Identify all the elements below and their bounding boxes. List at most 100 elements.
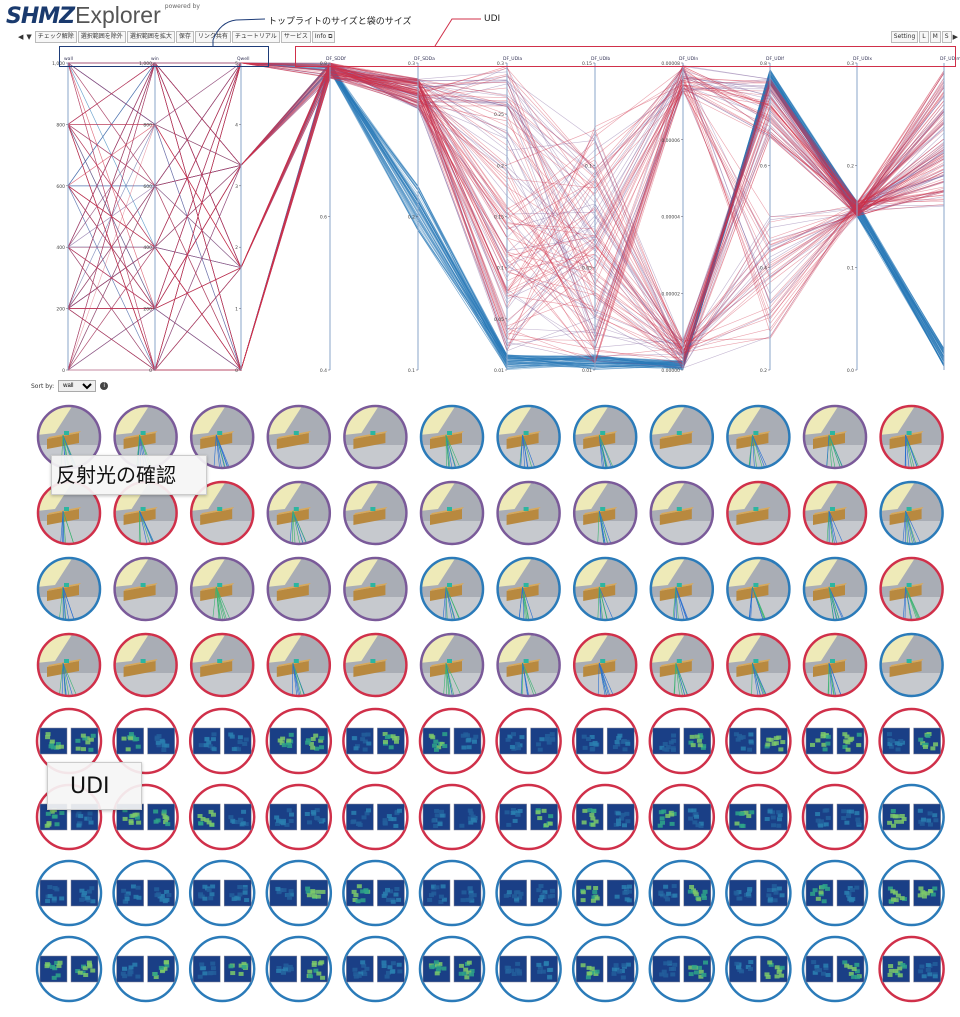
render-thumbnail[interactable]: [113, 632, 178, 705]
render-thumbnail[interactable]: [726, 556, 791, 629]
render-thumbnail[interactable]: [266, 556, 332, 629]
udi-thumbnail[interactable]: [648, 783, 716, 851]
render-thumbnail[interactable]: [266, 632, 332, 705]
udi-thumbnail[interactable]: [878, 707, 945, 775]
render-thumbnail[interactable]: [572, 480, 638, 553]
render-thumbnail[interactable]: [879, 632, 944, 705]
render-thumbnail[interactable]: [802, 480, 868, 553]
udi-thumbnail[interactable]: [265, 859, 333, 927]
render-thumbnail[interactable]: [649, 480, 715, 553]
udi-thumbnail[interactable]: [571, 859, 639, 927]
udi-thumbnail[interactable]: [188, 935, 256, 1003]
udi-thumbnail[interactable]: [648, 707, 716, 775]
udi-thumbnail[interactable]: [188, 783, 256, 851]
udi-thumbnail[interactable]: [418, 783, 486, 851]
udi-thumbnail[interactable]: [648, 859, 716, 927]
size-l-button[interactable]: L: [919, 31, 929, 43]
render-thumbnail[interactable]: [496, 404, 561, 477]
udi-thumbnail[interactable]: [342, 859, 409, 927]
udi-thumbnail[interactable]: [418, 935, 486, 1003]
udi-thumbnail[interactable]: [188, 707, 256, 775]
udi-thumbnail[interactable]: [495, 859, 562, 927]
pcp-axis-DF_UDIm[interactable]: DF_UDIm: [940, 56, 960, 370]
udi-thumbnail[interactable]: [878, 859, 945, 927]
render-thumbnail[interactable]: [879, 480, 944, 553]
info-icon[interactable]: i: [100, 382, 109, 390]
uncheck-button[interactable]: チェック解除: [34, 31, 77, 43]
udi-thumbnail[interactable]: [801, 859, 869, 927]
render-thumbnail[interactable]: [649, 632, 715, 705]
render-thumbnail[interactable]: [496, 632, 561, 705]
render-thumbnail[interactable]: [649, 404, 715, 477]
render-thumbnail[interactable]: [496, 556, 561, 629]
render-thumbnail[interactable]: [419, 480, 485, 553]
udi-thumbnail[interactable]: [571, 935, 639, 1003]
udi-thumbnail[interactable]: [801, 783, 869, 851]
render-thumbnail[interactable]: [802, 404, 868, 477]
udi-thumbnail[interactable]: [725, 783, 792, 851]
nav-down-icon[interactable]: ▼: [26, 33, 32, 41]
udi-thumbnail[interactable]: [495, 783, 562, 851]
render-thumbnail[interactable]: [189, 556, 255, 629]
udi-thumbnail[interactable]: [35, 935, 103, 1003]
render-thumbnail[interactable]: [266, 480, 332, 553]
udi-thumbnail[interactable]: [418, 859, 486, 927]
render-thumbnail[interactable]: [726, 632, 791, 705]
render-thumbnail[interactable]: [419, 404, 485, 477]
udi-thumbnail[interactable]: [878, 783, 945, 851]
service-button[interactable]: サービス: [280, 31, 311, 43]
udi-thumbnail[interactable]: [342, 707, 409, 775]
udi-thumbnail[interactable]: [342, 783, 409, 851]
render-thumbnail[interactable]: [189, 632, 255, 705]
udi-thumbnail[interactable]: [571, 707, 639, 775]
render-thumbnail[interactable]: [726, 480, 791, 553]
sort-select[interactable]: wall: [58, 380, 97, 392]
udi-thumbnail[interactable]: [725, 859, 792, 927]
udi-thumbnail[interactable]: [265, 935, 333, 1003]
render-thumbnail[interactable]: [726, 404, 791, 477]
udi-thumbnail[interactable]: [35, 707, 103, 775]
udi-thumbnail[interactable]: [35, 859, 103, 927]
render-thumbnail[interactable]: [343, 632, 408, 705]
render-thumbnail[interactable]: [572, 556, 638, 629]
render-thumbnail[interactable]: [572, 404, 638, 477]
render-thumbnail[interactable]: [879, 404, 944, 477]
render-thumbnail[interactable]: [343, 404, 408, 477]
udi-thumbnail[interactable]: [725, 707, 792, 775]
size-m-button[interactable]: M: [929, 31, 941, 43]
udi-thumbnail[interactable]: [112, 935, 179, 1003]
render-thumbnail[interactable]: [36, 632, 102, 705]
info-button[interactable]: Info ⧉: [311, 31, 336, 43]
save-button[interactable]: 保存: [175, 31, 194, 43]
render-thumbnail[interactable]: [113, 556, 178, 629]
render-thumbnail[interactable]: [266, 404, 332, 477]
udi-thumbnail[interactable]: [648, 935, 716, 1003]
render-thumbnail[interactable]: [343, 556, 408, 629]
render-thumbnail[interactable]: [496, 480, 561, 553]
udi-thumbnail[interactable]: [188, 859, 256, 927]
udi-thumbnail[interactable]: [725, 935, 792, 1003]
render-thumbnail[interactable]: [802, 556, 868, 629]
render-thumbnail[interactable]: [802, 632, 868, 705]
udi-thumbnail[interactable]: [342, 935, 409, 1003]
nav-left-icon[interactable]: ◀: [18, 33, 24, 41]
expand-selection-button[interactable]: 選択範囲を拡大: [126, 31, 175, 43]
render-thumbnail[interactable]: [419, 556, 485, 629]
udi-thumbnail[interactable]: [112, 707, 179, 775]
udi-thumbnail[interactable]: [495, 707, 562, 775]
render-thumbnail[interactable]: [879, 556, 944, 629]
render-thumbnail[interactable]: [649, 556, 715, 629]
udi-thumbnail[interactable]: [265, 707, 333, 775]
